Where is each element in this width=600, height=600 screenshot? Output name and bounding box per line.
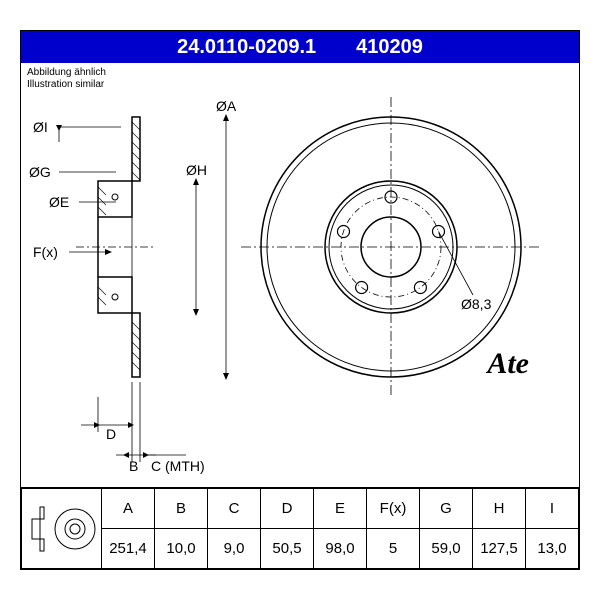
bolt-hole-dim: Ø8,3 xyxy=(461,296,492,312)
dimension-table: A B C D E F(x) G H I 251,4 10,0 9,0 50,5… xyxy=(21,487,579,569)
val-H: 127,5 xyxy=(473,529,526,569)
label-F: F(x) xyxy=(33,244,58,260)
val-B: 10,0 xyxy=(155,529,208,569)
label-B: B xyxy=(129,458,138,474)
table-value-row: 251,4 10,0 9,0 50,5 98,0 5 59,0 127,5 13… xyxy=(22,529,579,569)
col-C: C xyxy=(208,489,261,529)
col-F: F(x) xyxy=(367,489,420,529)
col-D: D xyxy=(261,489,314,529)
val-E: 98,0 xyxy=(314,529,367,569)
val-G: 59,0 xyxy=(420,529,473,569)
col-H: H xyxy=(473,489,526,529)
label-G: ØG xyxy=(29,164,51,180)
val-C: 9,0 xyxy=(208,529,261,569)
col-I: I xyxy=(526,489,579,529)
label-E: ØE xyxy=(49,194,69,210)
technical-drawing: Ø8,3 xyxy=(21,67,581,487)
disc-icon-cell xyxy=(22,489,102,569)
val-A: 251,4 xyxy=(102,529,155,569)
diagram-area: Ø8,3 xyxy=(21,67,579,487)
label-D: D xyxy=(106,426,116,442)
val-D: 50,5 xyxy=(261,529,314,569)
col-B: B xyxy=(155,489,208,529)
secondary-number: 410209 xyxy=(356,36,423,59)
col-G: G xyxy=(420,489,473,529)
brand-logo: Ate xyxy=(487,347,529,381)
label-H: ØH xyxy=(186,162,207,178)
label-I: ØI xyxy=(33,119,48,135)
drawing-frame: 24.0110-0209.1 410209 Abbildung ähnlich … xyxy=(20,30,580,570)
brake-disc-icon xyxy=(27,494,97,564)
header-bar: 24.0110-0209.1 410209 xyxy=(21,31,579,63)
part-number: 24.0110-0209.1 xyxy=(177,36,316,59)
col-E: E xyxy=(314,489,367,529)
col-A: A xyxy=(102,489,155,529)
label-A: ØA xyxy=(216,98,237,114)
label-C: C (MTH) xyxy=(151,458,205,474)
table-header-row: A B C D E F(x) G H I xyxy=(22,489,579,529)
val-I: 13,0 xyxy=(526,529,579,569)
val-F: 5 xyxy=(367,529,420,569)
